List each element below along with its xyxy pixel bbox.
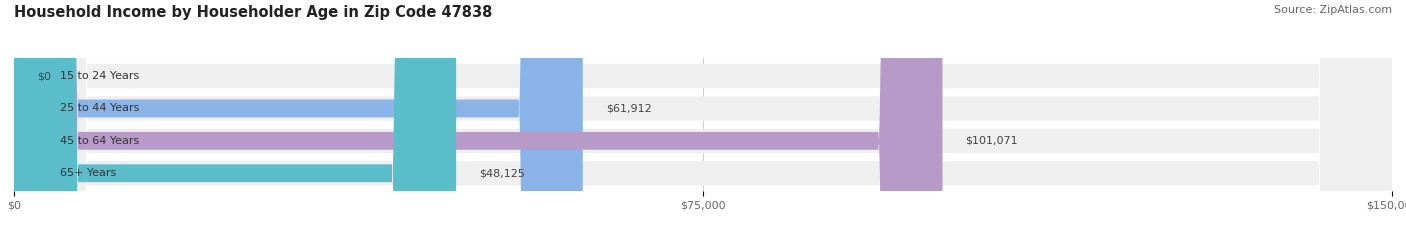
Text: Household Income by Householder Age in Zip Code 47838: Household Income by Householder Age in Z… <box>14 5 492 20</box>
FancyBboxPatch shape <box>14 0 1392 233</box>
Text: $0: $0 <box>37 71 51 81</box>
FancyBboxPatch shape <box>14 0 1392 233</box>
Text: 45 to 64 Years: 45 to 64 Years <box>60 136 139 146</box>
Text: $61,912: $61,912 <box>606 103 651 113</box>
FancyBboxPatch shape <box>14 0 582 233</box>
Text: 65+ Years: 65+ Years <box>60 168 117 178</box>
Text: 25 to 44 Years: 25 to 44 Years <box>60 103 139 113</box>
FancyBboxPatch shape <box>14 0 942 233</box>
Text: Source: ZipAtlas.com: Source: ZipAtlas.com <box>1274 5 1392 15</box>
Text: $48,125: $48,125 <box>479 168 524 178</box>
Text: 15 to 24 Years: 15 to 24 Years <box>60 71 139 81</box>
FancyBboxPatch shape <box>14 0 1392 233</box>
FancyBboxPatch shape <box>14 0 1392 233</box>
Text: $101,071: $101,071 <box>966 136 1018 146</box>
FancyBboxPatch shape <box>14 0 456 233</box>
